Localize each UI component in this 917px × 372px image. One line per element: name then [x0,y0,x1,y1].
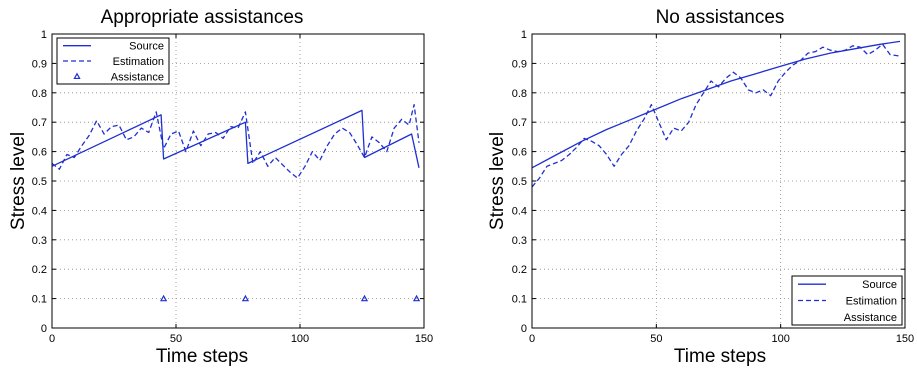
x-axis-label: Time steps [156,346,248,367]
y-tick-label: 0.1 [512,294,527,306]
x-tick-label: 150 [415,333,433,345]
y-tick-label: 0.8 [512,88,527,100]
y-axis-label: Stress level [8,132,29,230]
legend-label: Estimation [113,56,164,68]
source-line [51,109,420,168]
y-tick-label: 0.2 [512,264,527,276]
legend-label: Source [862,279,897,291]
estimation-line [531,43,901,188]
assistance-marker [159,294,168,302]
y-tick-label: 0 [521,323,527,335]
legend: Source Estimation Assistance [791,275,903,326]
x-tick-label: 0 [529,333,535,345]
chart-panel-appropriate-assistances: Appropriate assistances Time steps Stres… [8,7,433,367]
assistance-marker [241,294,250,302]
y-tick-label: 0.4 [32,205,47,217]
y-tick-label: 0.9 [32,58,47,70]
x-tick-label: 0 [49,333,55,345]
x-axis-label: Time steps [674,346,766,367]
source-line [531,40,901,169]
y-tick-label: 0.3 [32,235,47,247]
x-tick-label: 50 [650,333,662,345]
legend-label: Source [129,41,164,53]
y-tick-label: 0.5 [32,176,47,188]
legend-marker [73,72,81,80]
y-tick-label: 0.7 [32,117,47,129]
y-tick-label: 0.2 [32,264,47,276]
assistance-marker [412,294,421,302]
legend-label: Assistance [844,312,897,324]
y-tick-label: 0.1 [32,294,47,306]
y-tick-label: 0.9 [512,58,527,70]
chart-panel-no-assistances: No assistances Time steps Stress level 0… [487,7,914,367]
y-axis-label: Stress level [487,132,508,230]
y-tick-label: 0.6 [512,147,527,159]
y-tick-label: 1 [41,29,47,41]
y-tick-label: 0.4 [512,205,527,217]
y-tick-label: 1 [521,29,527,41]
legend-label: Estimation [846,296,897,308]
x-tick-label: 150 [896,333,914,345]
legend-label: Assistance [111,71,164,83]
y-tick-label: 0 [41,323,47,335]
estimation-line [51,103,420,179]
y-tick-label: 0.3 [512,235,527,247]
y-tick-label: 0.7 [512,117,527,129]
y-tick-label: 0.8 [32,88,47,100]
x-tick-label: 50 [170,333,182,345]
x-tick-label: 100 [771,333,789,345]
y-tick-label: 0.5 [512,176,527,188]
x-tick-label: 100 [291,333,309,345]
y-tick-label: 0.6 [32,147,47,159]
legend: Source Estimation Assistance [56,37,170,85]
chart-title: No assistances [656,7,785,28]
chart-title: Appropriate assistances [101,7,304,28]
assistance-marker [360,294,369,302]
